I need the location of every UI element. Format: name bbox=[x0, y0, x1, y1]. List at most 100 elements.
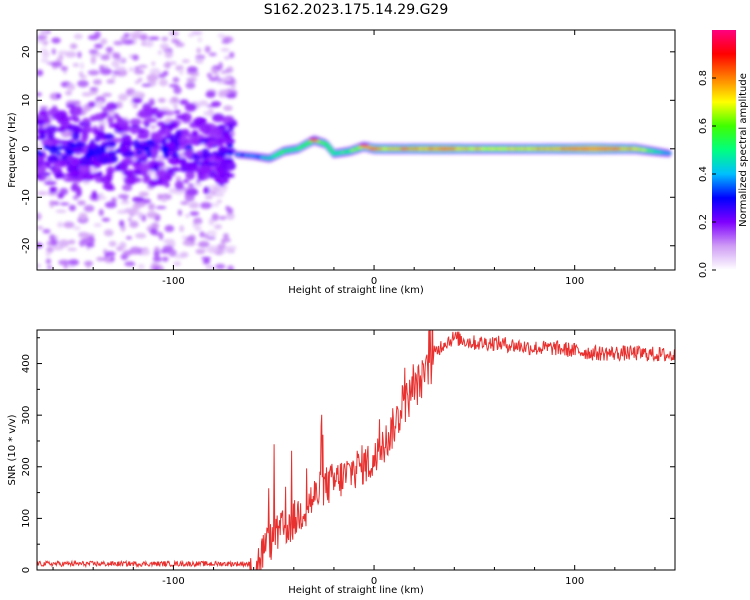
noise-blob bbox=[107, 115, 114, 125]
noise-blob bbox=[134, 66, 140, 70]
noise-blob bbox=[53, 162, 60, 168]
snr-y-tick-label: 300 bbox=[21, 406, 32, 425]
ridge-peak bbox=[399, 147, 410, 151]
noise-blob bbox=[207, 230, 217, 238]
noise-blob bbox=[213, 192, 225, 198]
noise-blob bbox=[199, 137, 210, 144]
noise-blob bbox=[150, 131, 164, 142]
noise-blob bbox=[206, 236, 216, 240]
ridge-segment bbox=[328, 149, 335, 152]
noise-blob bbox=[71, 147, 84, 154]
noise-blob bbox=[196, 150, 203, 156]
noise-blob bbox=[139, 33, 148, 41]
spectrogram-y-axis-label: Frequency (Hz) bbox=[7, 112, 18, 188]
noise-blob bbox=[181, 128, 190, 138]
noise-blob bbox=[119, 220, 125, 228]
noise-blob bbox=[66, 103, 76, 109]
noise-blob bbox=[63, 221, 75, 229]
noise-blob bbox=[98, 192, 104, 199]
noise-blob bbox=[137, 211, 143, 220]
noise-blob bbox=[129, 246, 142, 255]
noise-blob bbox=[223, 80, 235, 85]
noise-blob bbox=[210, 101, 222, 108]
colorbar-tick-label: 0.4 bbox=[698, 166, 709, 182]
noise-blob bbox=[94, 43, 103, 49]
noise-blob bbox=[179, 157, 187, 167]
noise-blob bbox=[104, 251, 116, 257]
noise-blob bbox=[131, 91, 143, 99]
noise-blob bbox=[114, 66, 127, 71]
noise-blob bbox=[92, 79, 102, 85]
snr-y-tick-label: 100 bbox=[21, 509, 32, 528]
noise-blob bbox=[72, 63, 79, 67]
noise-blob bbox=[129, 32, 141, 37]
noise-blob bbox=[98, 208, 104, 217]
noise-blob bbox=[227, 143, 234, 148]
colorbar-tick-label: 0.2 bbox=[698, 214, 709, 230]
noise-blob bbox=[187, 33, 195, 38]
noise-blob bbox=[51, 113, 62, 120]
noise-blob bbox=[220, 238, 227, 245]
noise-blob bbox=[106, 79, 115, 84]
noise-blob bbox=[158, 72, 167, 79]
noise-blob bbox=[164, 50, 173, 59]
noise-blob bbox=[164, 224, 175, 233]
noise-blob bbox=[87, 69, 100, 76]
noise-blob bbox=[168, 249, 177, 257]
noise-blob bbox=[129, 127, 141, 134]
noise-blob bbox=[180, 201, 189, 205]
noise-blob bbox=[151, 150, 158, 160]
noise-blob bbox=[161, 36, 169, 42]
noise-blob bbox=[65, 149, 74, 156]
noise-blob bbox=[175, 114, 187, 120]
noise-blob bbox=[49, 186, 56, 194]
noise-blob bbox=[37, 263, 41, 269]
noise-blob bbox=[189, 211, 200, 216]
noise-blob bbox=[82, 117, 91, 124]
noise-blob bbox=[141, 83, 152, 87]
noise-blob bbox=[157, 50, 163, 55]
noise-blob bbox=[177, 209, 183, 216]
noise-blob bbox=[89, 87, 99, 91]
noise-blob bbox=[77, 200, 86, 206]
noise-blob bbox=[103, 140, 117, 148]
noise-blob bbox=[182, 179, 190, 184]
noise-blob bbox=[93, 128, 100, 137]
noise-blob bbox=[186, 77, 198, 82]
noise-blob bbox=[142, 103, 151, 111]
noise-blob bbox=[77, 80, 89, 88]
noise-blob bbox=[45, 125, 58, 134]
snr-x-tick-label: 100 bbox=[565, 576, 584, 587]
noise-blob bbox=[205, 265, 215, 269]
noise-blob bbox=[118, 93, 128, 101]
noise-blob bbox=[46, 154, 60, 163]
noise-blob bbox=[49, 200, 60, 205]
noise-blob bbox=[216, 199, 223, 203]
noise-blob bbox=[166, 122, 176, 130]
ridge-segment bbox=[665, 152, 672, 155]
ridge-peak bbox=[609, 147, 620, 151]
noise-blob bbox=[195, 249, 205, 255]
noise-blob bbox=[144, 39, 155, 48]
noise-blob bbox=[195, 58, 204, 64]
noise-blob bbox=[212, 113, 225, 123]
noise-blob bbox=[203, 111, 214, 116]
ridge-peak bbox=[359, 144, 370, 148]
noise-blob bbox=[124, 261, 136, 267]
noise-blob bbox=[46, 246, 54, 254]
noise-blob bbox=[132, 54, 139, 61]
noise-blob bbox=[168, 61, 177, 65]
snr-y-tick-label: 400 bbox=[21, 354, 32, 373]
noise-blob bbox=[111, 72, 117, 80]
noise-blob bbox=[141, 165, 149, 174]
spectrogram-heat-layer bbox=[37, 30, 672, 270]
noise-blob bbox=[164, 182, 170, 189]
noise-blob bbox=[218, 61, 223, 70]
noise-blob bbox=[217, 33, 225, 39]
noise-blob bbox=[198, 240, 210, 248]
noise-blob bbox=[168, 31, 180, 36]
noise-blob bbox=[212, 186, 221, 192]
noise-blob bbox=[198, 124, 212, 134]
noise-blob bbox=[224, 56, 230, 60]
noise-blob bbox=[173, 261, 182, 266]
